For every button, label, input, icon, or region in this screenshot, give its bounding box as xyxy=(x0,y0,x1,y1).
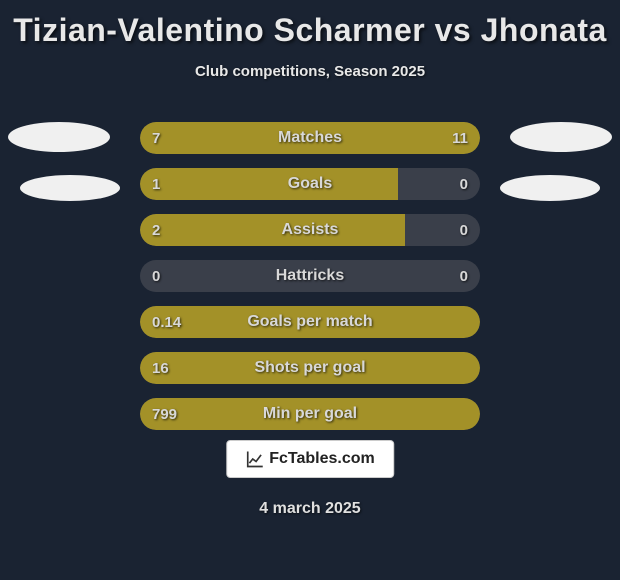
stat-label: Min per goal xyxy=(140,398,480,430)
stat-row: Matches7 11 xyxy=(140,122,480,154)
stat-label: Matches xyxy=(140,122,480,154)
stat-value-left: 799 xyxy=(152,398,177,430)
stat-value-left: 1 xyxy=(152,168,160,200)
stat-label: Goals per match xyxy=(140,306,480,338)
stats-bars-container: Matches711Goals10Assists20Hattricks00Goa… xyxy=(140,122,480,444)
stat-row: Shots per goal16 xyxy=(140,352,480,384)
subtitle: Club competitions, Season 2025 xyxy=(0,63,620,80)
stat-row: Assists2 0 xyxy=(140,214,480,246)
logo-text: FcTables.com xyxy=(269,450,375,468)
player-left-team-badge xyxy=(20,175,120,201)
player-right-team-badge xyxy=(500,175,600,201)
stat-value-left: 2 xyxy=(152,214,160,246)
date-label: 4 march 2025 xyxy=(0,500,620,518)
stat-label: Goals xyxy=(140,168,480,200)
stat-value-right: 0 xyxy=(460,260,468,292)
fctables-logo: FcTables.com xyxy=(226,440,394,478)
player-left-avatar xyxy=(8,122,110,152)
page-title: Tizian-Valentino Scharmer vs Jhonata xyxy=(0,0,620,49)
stat-value-left: 7 xyxy=(152,122,160,154)
stat-row: Goals1 0 xyxy=(140,168,480,200)
stat-label: Hattricks xyxy=(140,260,480,292)
stat-value-left: 0 xyxy=(152,260,160,292)
player-right-avatar xyxy=(510,122,612,152)
stat-row: Min per goal799 xyxy=(140,398,480,430)
stat-value-left: 0.14 xyxy=(152,306,181,338)
stat-value-right: 0 xyxy=(460,168,468,200)
stat-label: Shots per goal xyxy=(140,352,480,384)
stat-value-right: 0 xyxy=(460,214,468,246)
stat-value-left: 16 xyxy=(152,352,169,384)
chart-icon xyxy=(245,449,265,469)
stat-row: Goals per match0.14 xyxy=(140,306,480,338)
stat-row: Hattricks0 0 xyxy=(140,260,480,292)
stat-value-right: 11 xyxy=(452,122,468,154)
stat-label: Assists xyxy=(140,214,480,246)
